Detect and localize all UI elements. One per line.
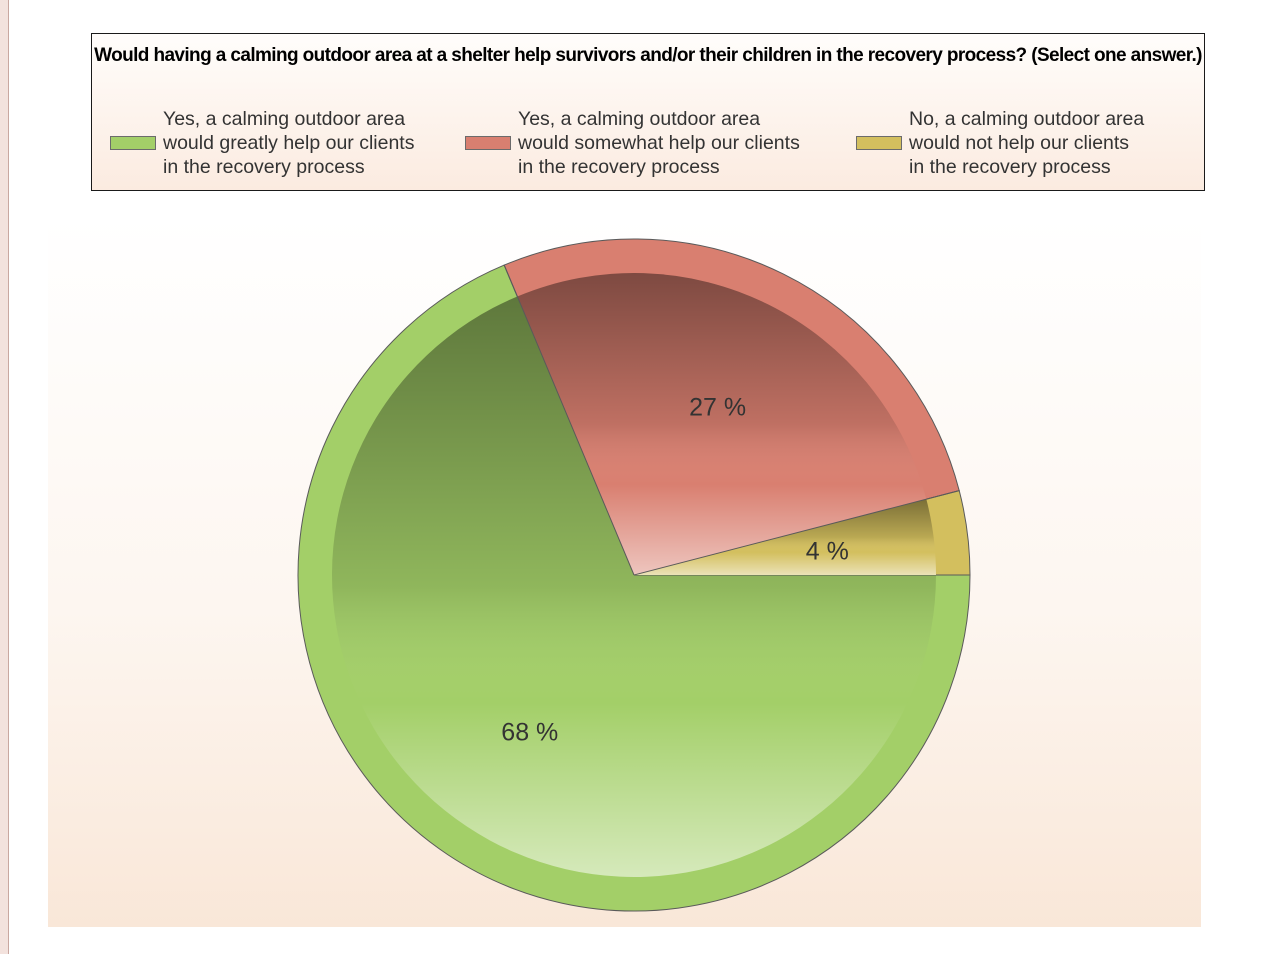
chart-title: Would having a calming outdoor area at a… (94, 45, 1202, 66)
pie-slice-edge-somewhat-help (503, 264, 635, 576)
legend: Would having a calming outdoor area at a… (91, 33, 1205, 191)
legend-label-somewhat-help: Yes, a calming outdoor area would somewh… (518, 108, 800, 178)
legend-label-not-help: No, a calming outdoor area would not hel… (909, 108, 1145, 178)
pie-slice-label-greatly-help: 68 % (501, 719, 558, 747)
pie-slice-label-not-help: 4 % (806, 537, 849, 565)
pie-slice-label-somewhat-help: 27 % (689, 393, 746, 421)
legend-swatch-greatly-help (110, 136, 156, 150)
legend-swatch-somewhat-help (465, 136, 511, 150)
pie-slice-shading-somewhat-help (517, 272, 927, 575)
plot-area: 68 % 27 % 4 % (48, 218, 1201, 927)
pie-slice-edge-not-help (633, 490, 960, 576)
pie-slice-shading-greatly-help (332, 296, 936, 877)
pie-slice-shading-not-help (634, 499, 936, 575)
pie-chart: 68 % 27 % 4 % (297, 238, 971, 912)
chart-frame: Would having a calming outdoor area at a… (8, 0, 1265, 954)
legend-swatch-not-help (856, 136, 902, 150)
legend-label-greatly-help: Yes, a calming outdoor area would greatl… (163, 108, 415, 178)
